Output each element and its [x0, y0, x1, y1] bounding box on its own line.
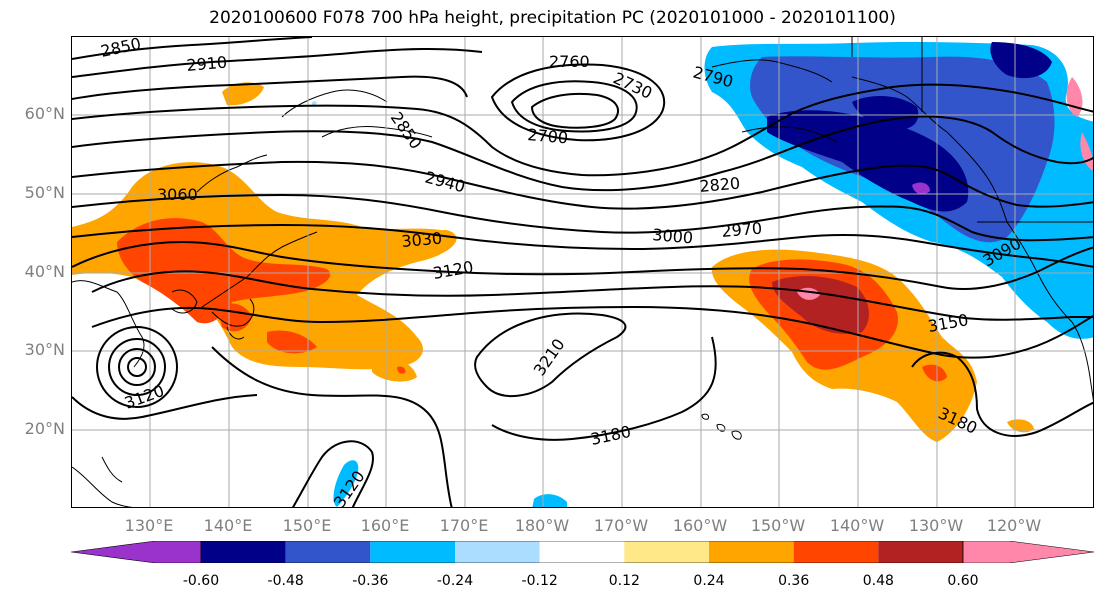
contour-label: 3030	[401, 229, 443, 251]
colorbar-segment	[201, 541, 286, 563]
colorbar-segment	[709, 541, 794, 563]
lat-label: 30°N	[24, 340, 65, 359]
coastlines	[72, 37, 1093, 507]
colorbar-tick-label: 0.24	[693, 573, 725, 589]
colorbar-segment	[370, 541, 455, 563]
colorbar-segment	[71, 541, 202, 563]
lat-label: 50°N	[24, 183, 65, 202]
colorbar-segment	[285, 541, 371, 563]
colorbar-tick-label: 0.60	[947, 573, 979, 589]
lon-label: 130°W	[908, 516, 964, 535]
lon-label: 170°W	[593, 516, 649, 535]
lat-label: 20°N	[24, 419, 65, 438]
colorbar-tick-label: 0.12	[608, 573, 640, 589]
colorbar-segment	[539, 541, 625, 563]
lat-label: 60°N	[24, 104, 65, 123]
map-canvas: 2850 2910 2760 2730 2790 2700 2850 2940 …	[72, 37, 1093, 507]
colorbar-tick-label: -0.24	[436, 573, 474, 589]
contour-label: 2760	[549, 52, 590, 71]
colorbar-tick-label: -0.60	[182, 573, 220, 589]
contour-label: 2970	[721, 219, 763, 241]
contour-label: 3000	[652, 225, 694, 247]
contour-label: 2820	[699, 174, 741, 196]
map-title: 2020100600 F078 700 hPa height, precipit…	[209, 8, 896, 28]
lon-label: 160°E	[360, 516, 410, 535]
positive-anomaly-west	[72, 82, 457, 382]
colorbar-segment	[962, 541, 1095, 563]
colorbar-segment	[793, 541, 879, 563]
lat-label: 40°N	[24, 262, 65, 281]
lon-label: 130°E	[124, 516, 174, 535]
lon-label: 180°W	[514, 516, 570, 535]
lon-label: 120°W	[986, 516, 1042, 535]
contour-label: 3060	[157, 185, 198, 204]
colorbar-tick-label: -0.48	[267, 573, 304, 589]
contour-label: 2700	[527, 125, 569, 147]
lon-label: 150°E	[282, 516, 332, 535]
colorbar-segment	[878, 541, 963, 563]
colorbar-segments	[71, 541, 1095, 563]
colorbar-segment	[624, 541, 709, 563]
colorbar-tick-label: 0.48	[862, 573, 894, 589]
colorbar-tick-label: -0.12	[521, 573, 558, 589]
colorbar	[71, 541, 1095, 563]
colorbar-tick-label: -0.36	[352, 573, 389, 589]
lon-label: 140°E	[203, 516, 253, 535]
lon-label: 170°E	[439, 516, 489, 535]
colorbar-tick-label: 0.36	[778, 573, 810, 589]
negative-anomaly-north-america	[704, 41, 1093, 339]
colorbar-outline	[200, 541, 964, 563]
lon-label: 160°W	[672, 516, 728, 535]
map-panel: 2850 2910 2760 2730 2790 2700 2850 2940 …	[71, 36, 1094, 508]
contour-label: 2910	[186, 53, 228, 75]
negative-anomaly-patches	[311, 101, 567, 507]
height-contours	[72, 37, 1093, 507]
lon-label: 140°W	[829, 516, 885, 535]
lon-label: 150°W	[750, 516, 806, 535]
colorbar-segment	[455, 541, 540, 563]
